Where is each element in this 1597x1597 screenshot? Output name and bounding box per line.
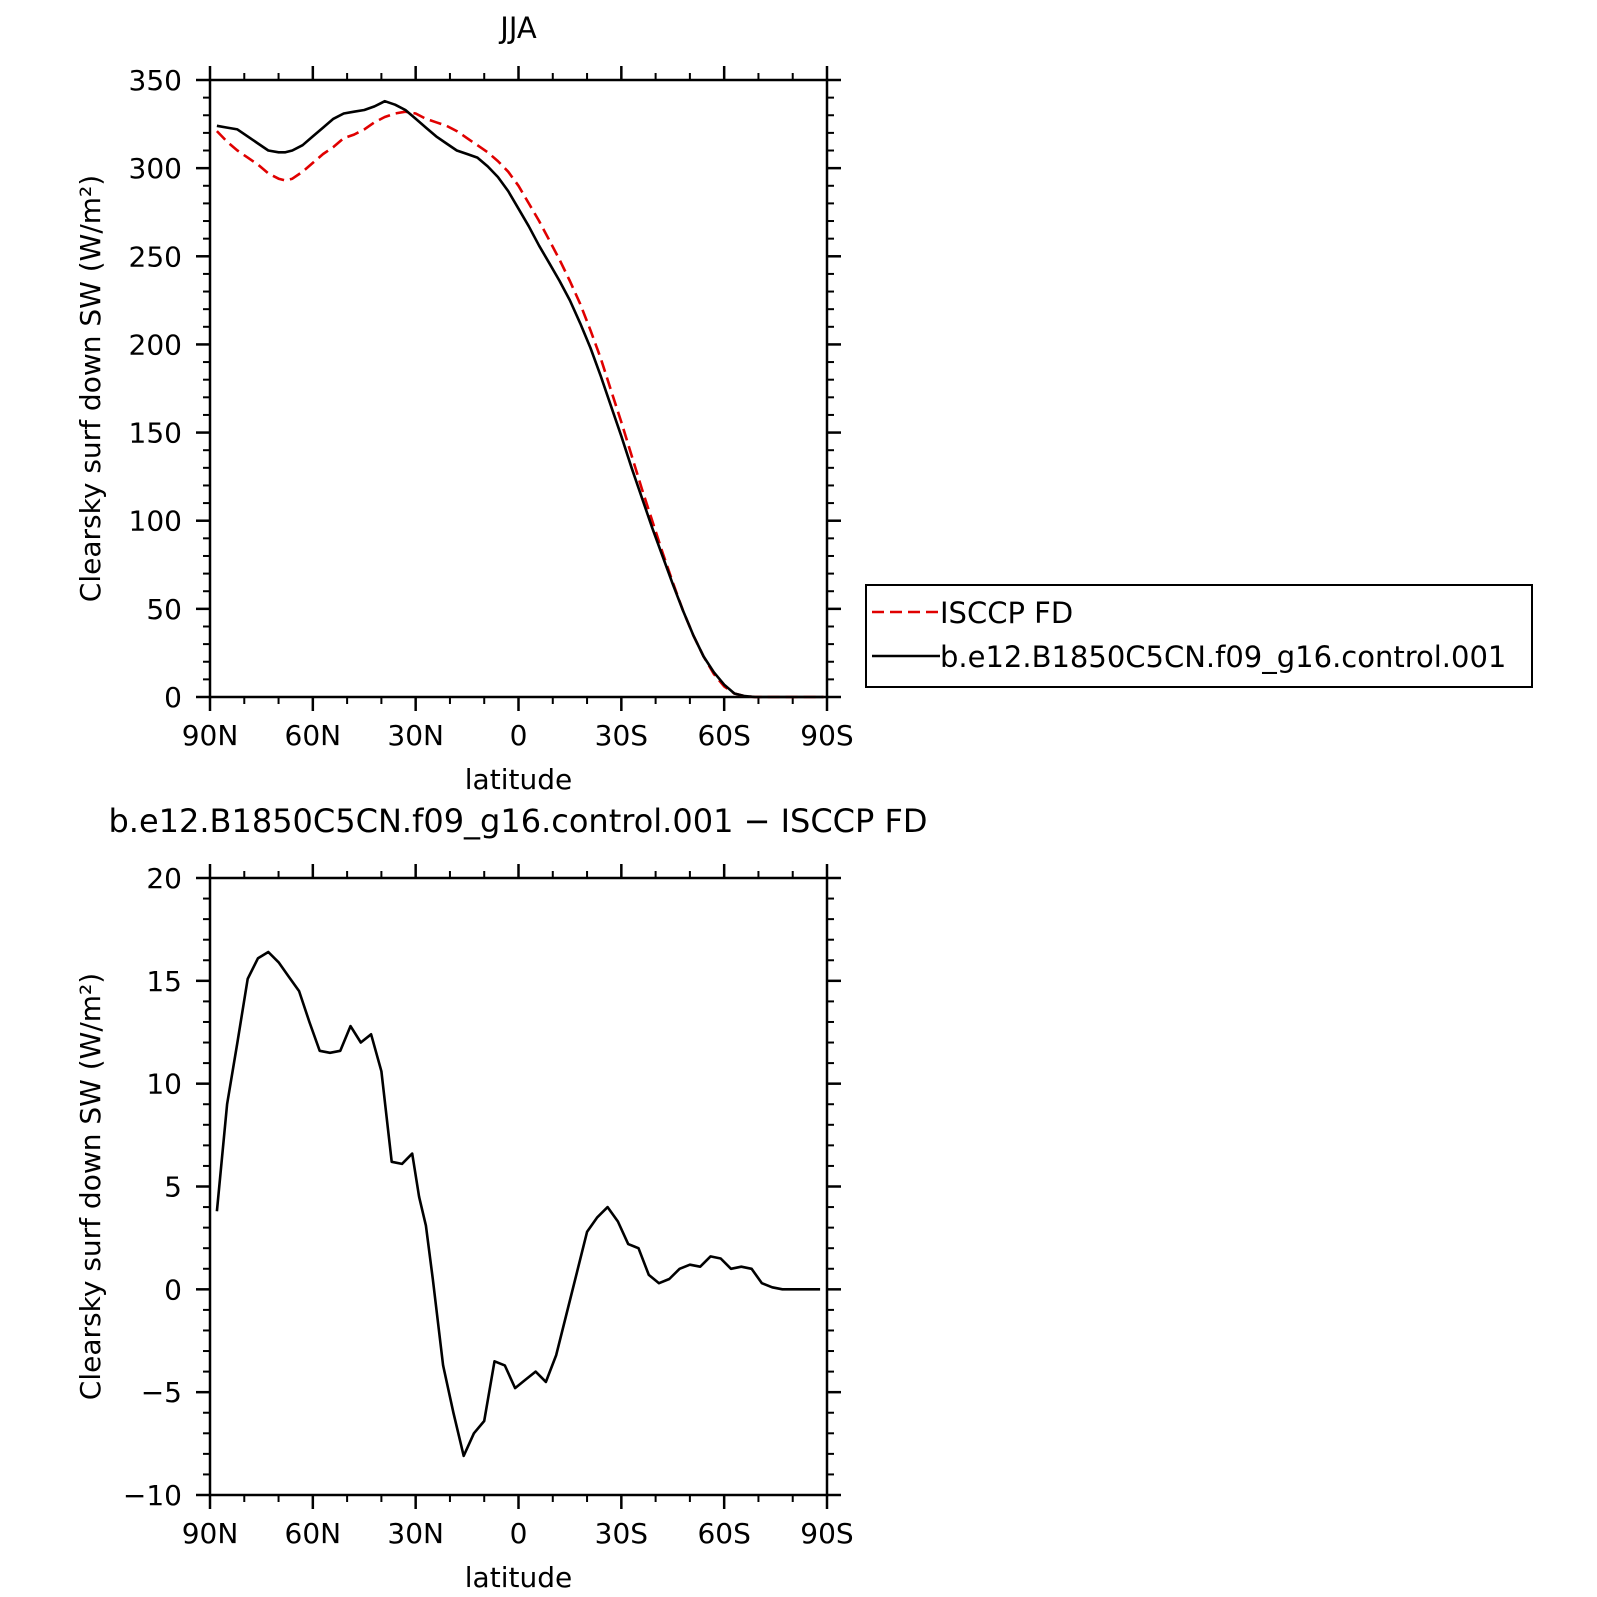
x-axis-label: latitude bbox=[465, 763, 572, 796]
series-line-0 bbox=[215, 950, 821, 1458]
x-tick-label: 90S bbox=[800, 1517, 853, 1550]
x-tick-label: 30S bbox=[595, 1517, 648, 1550]
x-tick-label: 0 bbox=[510, 1517, 528, 1550]
y-tick-label: 150 bbox=[129, 417, 182, 450]
y-tick-label: 200 bbox=[129, 328, 182, 361]
legend: ISCCP FD b.e12.B1850C5CN.f09_g16.control.… bbox=[865, 584, 1533, 688]
series-line-0 bbox=[215, 110, 824, 699]
y-tick-label: 100 bbox=[129, 505, 182, 538]
y-tick-label: 300 bbox=[129, 152, 182, 185]
x-tick-label: 90S bbox=[800, 719, 853, 752]
y-tick-label: 15 bbox=[146, 965, 182, 998]
y-axis-label: Clearsky surf down SW (W/m²) bbox=[74, 973, 107, 1400]
x-tick-label: 90N bbox=[182, 719, 239, 752]
x-tick-label: 60N bbox=[285, 1517, 342, 1550]
y-tick-label: 50 bbox=[146, 593, 182, 626]
x-tick-label: 0 bbox=[510, 719, 528, 752]
y-tick-label: 5 bbox=[164, 1171, 182, 1204]
chart-title: b.e12.B1850C5CN.f09_g16.control.001 − IS… bbox=[108, 802, 927, 840]
series-line-1 bbox=[216, 99, 824, 699]
y-tick-label: −5 bbox=[141, 1376, 182, 1409]
y-axis-label: Clearsky surf down SW (W/m²) bbox=[74, 175, 107, 602]
top-panel: JJA 90N 60N 30N 0 30S 60S 90S latitude 0 50 100 150 2… bbox=[74, 11, 854, 796]
x-tick-label: 90N bbox=[182, 1517, 239, 1550]
legend-label-1: b.e12.B1850C5CN.f09_g16.control.001 bbox=[940, 640, 1506, 674]
y-tick-label: 0 bbox=[164, 1273, 182, 1306]
plot-frame bbox=[208, 78, 829, 699]
y-tick-label: 10 bbox=[146, 1068, 182, 1101]
x-tick-label: 30N bbox=[387, 719, 444, 752]
x-tick-label: 60S bbox=[697, 719, 750, 752]
plot-frame bbox=[208, 876, 829, 1497]
x-axis-label: latitude bbox=[465, 1561, 572, 1594]
y-tick-label: 350 bbox=[129, 64, 182, 97]
x-tick-label: 60N bbox=[285, 719, 342, 752]
x-tick-label: 30N bbox=[387, 1517, 444, 1550]
x-tick-label: 60S bbox=[697, 1517, 750, 1550]
y-tick-label: 0 bbox=[164, 681, 182, 714]
legend-box bbox=[865, 584, 1533, 688]
chart-title: JJA bbox=[498, 11, 537, 45]
y-tick-label: 20 bbox=[146, 862, 182, 895]
x-tick-label: 30S bbox=[595, 719, 648, 752]
legend-label-0: ISCCP FD bbox=[940, 596, 1073, 630]
y-tick-label: −10 bbox=[123, 1479, 182, 1512]
bottom-panel: b.e12.B1850C5CN.f09_g16.control.001 − IS… bbox=[74, 802, 928, 1594]
y-tick-label: 250 bbox=[129, 240, 182, 273]
